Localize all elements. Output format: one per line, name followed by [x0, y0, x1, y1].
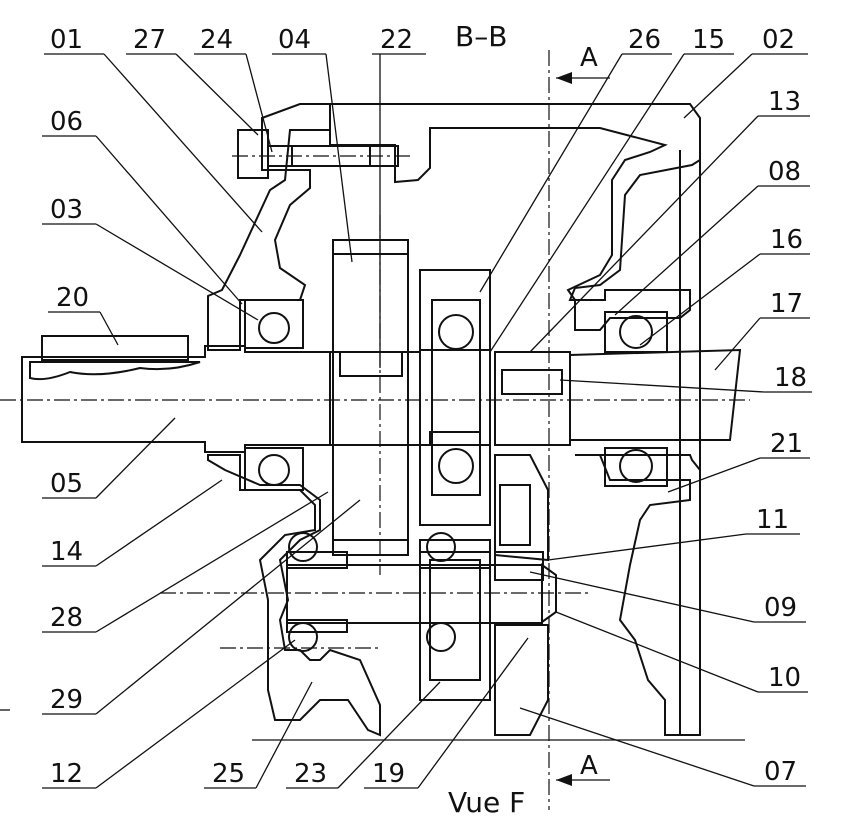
- label-29: 29: [50, 685, 83, 715]
- housing-right: [329, 103, 701, 736]
- label-12: 12: [50, 759, 83, 789]
- section-arrow-bottom: A: [556, 751, 610, 786]
- input-shaft-05: [21, 345, 491, 453]
- bearing-08-bottom: [604, 447, 668, 487]
- label-01: 01: [50, 25, 83, 55]
- label-20: 20: [56, 283, 89, 313]
- intermediate-shaft-09: [286, 551, 557, 633]
- label-08: 08: [768, 157, 801, 187]
- bearing-26-top: [438, 314, 474, 350]
- label-28: 28: [50, 603, 83, 633]
- label-07: 07: [764, 757, 797, 787]
- output-shaft-17: [494, 348, 742, 446]
- label-03: 03: [50, 195, 83, 225]
- label-26: 26: [628, 25, 661, 55]
- label-18: 18: [774, 363, 807, 393]
- bolt-24: [232, 129, 410, 179]
- section-arrow-top: A: [556, 43, 610, 84]
- label-05: 05: [50, 469, 83, 499]
- gear-04: [332, 239, 409, 556]
- key-20: [41, 335, 189, 361]
- bearing-housing-middle: [419, 269, 491, 526]
- label-17: 17: [770, 289, 803, 319]
- label-16: 16: [770, 225, 803, 255]
- label-21: 21: [770, 429, 803, 459]
- label-13: 13: [768, 87, 801, 117]
- label-25: 25: [212, 759, 245, 789]
- bearing-08-top: [604, 311, 668, 353]
- bearing-03-top: [244, 299, 304, 349]
- label-10: 10: [768, 663, 801, 693]
- bearing-03-bottom: [244, 447, 304, 491]
- bearing-26-bottom: [438, 448, 474, 484]
- bearing-housing-lower: [419, 539, 491, 701]
- label-19: 19: [372, 759, 405, 789]
- gear-07: [494, 454, 549, 736]
- label-04: 04: [278, 25, 311, 55]
- label-06: 06: [50, 107, 83, 137]
- section-marker-bottom: A: [580, 751, 598, 781]
- label-15: 15: [692, 25, 725, 55]
- label-14: 14: [50, 537, 83, 567]
- label-23: 23: [294, 759, 327, 789]
- section-marker-top: A: [580, 43, 598, 73]
- label-27: 27: [133, 25, 166, 55]
- label-02: 02: [762, 25, 795, 55]
- label-11: 11: [756, 505, 789, 535]
- section-title: B–B: [455, 20, 507, 53]
- view-label: Vue F: [448, 786, 525, 819]
- label-22: 22: [380, 25, 413, 55]
- label-24: 24: [200, 25, 233, 55]
- label-09: 09: [764, 593, 797, 623]
